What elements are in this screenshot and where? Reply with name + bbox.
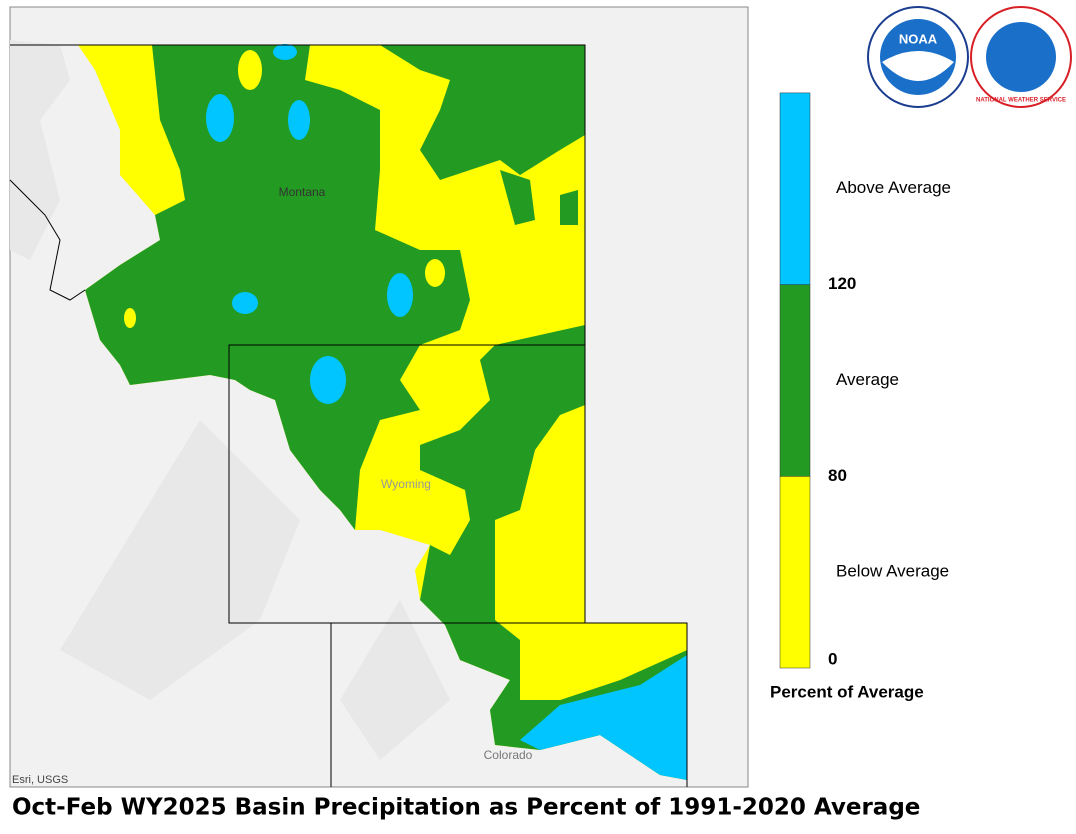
title: Oct-Feb WY2025 Basin Precipitation as Pe… [12, 795, 920, 821]
legend-swatch [779, 92, 811, 285]
above-average-region [232, 292, 258, 314]
legend-break: 0 [828, 649, 837, 668]
average-region [500, 170, 578, 225]
above-average-region [310, 356, 346, 404]
state-boundaries [9, 44, 688, 787]
legend-label: Average [836, 370, 899, 389]
nws-logo: NATIONAL WEATHER SERVICE [970, 6, 1072, 108]
state-label: Montana [279, 185, 326, 199]
legend-break: 80 [828, 466, 847, 485]
relief [10, 40, 450, 760]
legend-label: Below Average [836, 562, 949, 581]
map: Montana Wyoming Colorado Esri, USGS [9, 6, 749, 788]
average-region [85, 45, 470, 530]
state-label: Wyoming [381, 477, 431, 491]
below-average-region [238, 50, 262, 90]
legend-swatch [779, 476, 811, 669]
legend-title: Percent of Average [770, 682, 924, 701]
map-credit: Esri, USGS [12, 774, 68, 786]
logo-text: NOAA [899, 31, 938, 46]
above-average-region [520, 655, 687, 780]
noaa-logo: NOAA [867, 6, 969, 108]
above-average-region [273, 44, 297, 60]
logo-text: NATIONAL WEATHER SERVICE [976, 98, 1066, 104]
above-average-region [288, 100, 310, 140]
average-region [380, 45, 585, 180]
below-average-region [540, 623, 687, 700]
above-average-region [387, 273, 413, 317]
below-average-region [425, 259, 445, 287]
average-region [420, 325, 687, 780]
legend: Percent of Average Below Average Average A… [770, 92, 951, 701]
state-label: Colorado [484, 748, 533, 762]
below-average-region [124, 308, 136, 328]
legend-label: Above Average [836, 178, 951, 197]
legend-swatch [779, 284, 811, 477]
legend-break: 120 [828, 274, 856, 293]
above-average-region [206, 94, 234, 142]
